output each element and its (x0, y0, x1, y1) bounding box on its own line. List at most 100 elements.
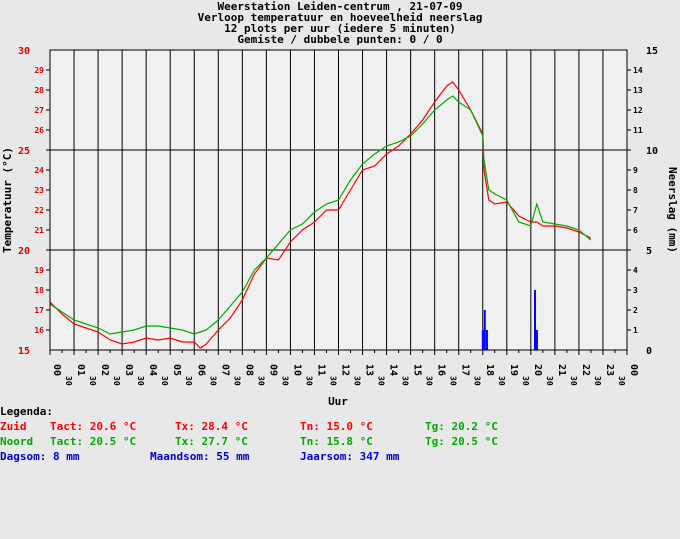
x-tick-label: 00 (628, 364, 639, 376)
y-left-tick-label: 29 (34, 66, 44, 75)
x-tick-label: 30 (280, 376, 289, 386)
x-tick-label: 09 (267, 364, 278, 376)
y-right-tick-label: 8 (633, 186, 638, 195)
y-left-tick-label: 17 (34, 306, 44, 315)
y-left-tick-label: 18 (34, 286, 44, 295)
plot-frame (49, 49, 628, 351)
y-right-tick-label: 7 (633, 206, 638, 215)
x-tick-label: 17 (460, 364, 471, 376)
x-tick-label: 18 (484, 364, 495, 376)
x-tick-label: 30 (184, 376, 193, 386)
x-tick-label: 04 (147, 364, 158, 376)
rain-bar (485, 330, 488, 350)
x-tick-label: 10 (291, 364, 302, 376)
axis-ticks: 1516171819202122232425262728293001234567… (18, 46, 658, 386)
y-right-tick-label: 6 (633, 226, 638, 235)
x-tick-label: 30 (569, 376, 578, 386)
x-tick-label: 30 (256, 376, 265, 386)
title-line-3: 12 plots per uur (iedere 5 minuten) (224, 22, 456, 35)
legend-heading-row: Legenda: (0, 404, 680, 419)
x-tick-label: 12 (340, 364, 351, 376)
x-tick-label: 03 (123, 364, 134, 376)
x-tick-label: 23 (604, 364, 615, 376)
y-right-tick-label: 9 (633, 166, 638, 175)
x-tick-label: 30 (545, 376, 554, 386)
y-right-tick-label: 14 (633, 66, 643, 75)
y-left-tick-label: 16 (34, 326, 44, 335)
legend-noord-tn: Tn: 15.8 °C (300, 435, 373, 448)
title-line-4: Gemiste / dubbele punten: 0 / 0 (237, 33, 442, 46)
legend-jaarsom: Jaarsom: 347 mm (300, 450, 400, 463)
x-tick-label: 30 (208, 376, 217, 386)
y-right-tick-label: 5 (646, 246, 652, 257)
rain-bar (483, 310, 486, 350)
legend-row-noord: Noord Tact: 20.5 °C Tx: 27.7 °C Tn: 15.8… (0, 434, 680, 449)
x-tick-label: 30 (160, 376, 169, 386)
y-left-tick-label: 28 (34, 86, 44, 95)
y-axis-label-right: Neerslag (mm) (666, 167, 679, 253)
x-tick-label: 30 (449, 376, 458, 386)
legend-heading: Legenda: (0, 405, 53, 418)
legend-noord-tact: Tact: 20.5 °C (50, 435, 137, 448)
x-tick-label: 21 (556, 364, 567, 376)
x-tick-label: 01 (75, 364, 86, 376)
legend-row-rain: Dagsom: 8 mm Maandsom: 55 mm Jaarsom: 34… (0, 449, 680, 464)
series-line-zuid (49, 81, 592, 349)
x-axis-label: Uur (328, 395, 348, 408)
y-axis-label-left: Temperatuur (°C) (1, 147, 14, 253)
x-tick-label: 30 (136, 376, 145, 386)
x-tick-label: 06 (195, 364, 206, 376)
legend-dagsom: Dagsom: 8 mm (0, 450, 80, 463)
x-tick-label: 00 (51, 364, 62, 376)
rain-bar (535, 330, 538, 350)
legend-noord-name: Noord (0, 435, 34, 448)
y-right-tick-label: 4 (633, 266, 638, 275)
rain-bar (481, 330, 484, 350)
y-left-tick-label: 19 (34, 266, 44, 275)
legend-zuid-tg: Tg: 20.2 °C (425, 420, 498, 433)
x-tick-label: 30 (304, 376, 313, 386)
x-tick-label: 22 (580, 364, 591, 376)
x-tick-label: 05 (171, 364, 182, 376)
rain-bars (481, 290, 538, 350)
x-tick-label: 30 (473, 376, 482, 386)
y-right-tick-label: 0 (646, 346, 652, 357)
x-tick-label: 13 (364, 364, 375, 376)
y-left-tick-label: 27 (34, 106, 44, 115)
temperature-rain-chart: Weerstation Leiden-centrum , 21-07-09 Ve… (1, 0, 679, 408)
legend-maandsom: Maandsom: 55 mm (150, 450, 250, 463)
legend-row-zuid: Zuid Tact: 20.6 °C Tx: 28.4 °C Tn: 15.0 … (0, 419, 680, 434)
x-tick-label: 30 (377, 376, 386, 386)
legend-zuid-tx: Tx: 28.4 °C (175, 420, 248, 433)
x-tick-label: 30 (401, 376, 410, 386)
x-tick-label: 30 (593, 376, 602, 386)
x-tick-label: 15 (412, 364, 423, 376)
x-tick-label: 19 (508, 364, 519, 376)
y-left-tick-label: 22 (34, 206, 44, 215)
x-tick-label: 14 (388, 364, 399, 376)
y-right-tick-label: 15 (646, 46, 658, 57)
y-right-tick-label: 1 (633, 326, 638, 335)
x-tick-label: 16 (436, 364, 447, 376)
x-tick-label: 30 (64, 376, 73, 386)
y-right-tick-label: 11 (633, 126, 643, 135)
y-right-tick-label: 2 (633, 306, 638, 315)
y-right-tick-label: 13 (633, 86, 643, 95)
legend-zuid-tn: Tn: 15.0 °C (300, 420, 373, 433)
y-right-tick-label: 12 (633, 106, 643, 115)
y-left-tick-label: 24 (34, 166, 44, 175)
x-tick-label: 02 (99, 364, 110, 376)
y-left-tick-label: 26 (34, 126, 44, 135)
title-line-2: Verloop temperatuur en hoeveelheid neers… (198, 11, 483, 24)
legend-noord-tx: Tx: 27.7 °C (175, 435, 248, 448)
temperature-lines (49, 81, 592, 349)
legend-zuid-tact: Tact: 20.6 °C (50, 420, 137, 433)
y-left-tick-label: 23 (34, 186, 44, 195)
legend-noord-tg: Tg: 20.5 °C (425, 435, 498, 448)
y-left-tick-label: 25 (18, 146, 30, 157)
y-right-tick-label: 10 (646, 146, 658, 157)
series-line-noord (49, 95, 592, 335)
y-left-tick-label: 15 (18, 346, 30, 357)
x-tick-label: 30 (88, 376, 97, 386)
rain-bar (534, 290, 537, 350)
